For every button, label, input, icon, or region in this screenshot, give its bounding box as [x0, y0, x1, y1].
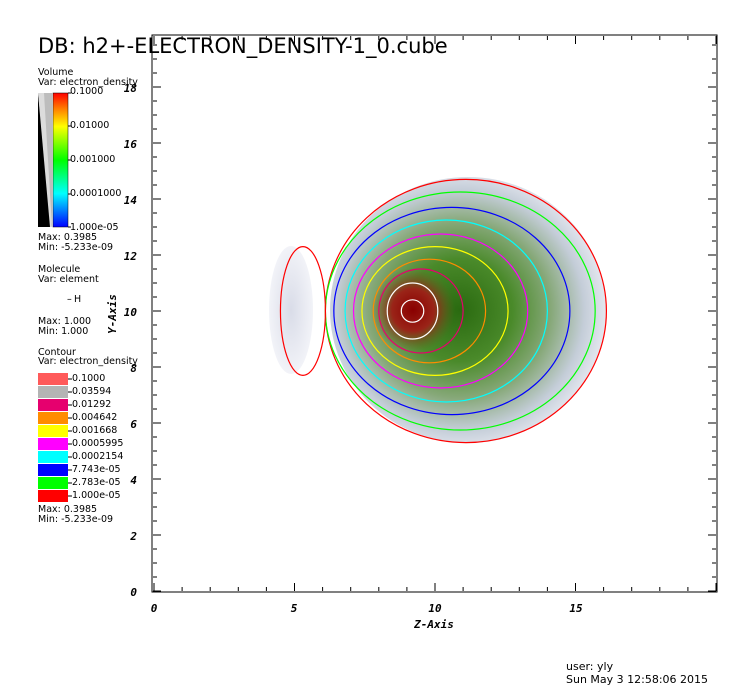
- volume-legend-min: Min: -5.233e-09: [38, 242, 114, 253]
- molecule-legend-heading: Molecule: [38, 264, 81, 275]
- contour-line: [400, 299, 425, 323]
- volume-tick-3: 0.0001000: [70, 188, 122, 199]
- contour-swatch: [38, 399, 68, 411]
- contour-line: [352, 233, 529, 389]
- molecule-legend-max: Max: 1.000: [38, 316, 92, 327]
- volume-legend-heading: Volume: [38, 67, 74, 78]
- contour-level-label: 1.000e-05: [72, 490, 121, 501]
- axis-ticks: [153, 36, 717, 592]
- contour-swatch: [38, 373, 68, 385]
- page-title: DB: h2+-ELECTRON_DENSITY-1_0.cube: [38, 34, 448, 58]
- y-tick-label: 4: [130, 474, 137, 487]
- contour-level-label: 0.0005995: [72, 438, 124, 449]
- molecule-entry-dash: –: [67, 294, 72, 305]
- molecule-legend-var: Var: element: [38, 274, 99, 285]
- contour-swatch: [38, 490, 68, 502]
- volume-colorbar: [38, 92, 69, 228]
- x-tick-label: 5: [291, 602, 298, 615]
- x-tick-labels: 0 5 10 15: [151, 602, 583, 615]
- contour-swatch: [38, 477, 68, 489]
- volume-tick-1: 0.01000: [70, 120, 110, 131]
- molecule-entry-label: H: [74, 294, 82, 305]
- contour-level-label: 0.004642: [72, 412, 118, 423]
- contour-line: [372, 258, 487, 364]
- user-name: user: yly: [566, 660, 614, 673]
- volume-legend-max: Max: 0.3985: [38, 232, 98, 243]
- contour-line: [386, 282, 439, 340]
- contour-lines: [279, 178, 608, 444]
- contour-level-label: 7.743e-05: [72, 464, 121, 475]
- y-tick-label: 8: [130, 362, 137, 375]
- contour-swatch: [38, 451, 68, 463]
- contour-legend-max: Max: 0.3985: [38, 504, 98, 515]
- contour-swatch: [38, 386, 68, 398]
- contour-legend-swatches: [38, 373, 72, 502]
- y-tick-labels: 0 2 4 6 8 10 12 14 16 18: [124, 82, 138, 599]
- contour-line: [333, 206, 571, 416]
- volume-legend-var: Var: electron_density: [38, 77, 138, 88]
- contour-level-label: 0.0002154: [72, 451, 124, 462]
- contour-line: [344, 219, 548, 403]
- x-tick-label: 0: [151, 602, 158, 615]
- volume-colorbar-ticks: [68, 92, 71, 228]
- x-tick-label: 10: [428, 602, 442, 615]
- contour-level-label: 2.783e-05: [72, 477, 121, 488]
- contour-level-label: 0.01292: [72, 399, 112, 410]
- y-tick-label: 12: [124, 250, 138, 263]
- y-tick-label: 10: [124, 306, 138, 319]
- contour-swatch: [38, 425, 68, 437]
- contour-line-side-lobe: [279, 246, 327, 377]
- contour-line: [361, 246, 509, 377]
- contour-swatch: [38, 438, 68, 450]
- contour-swatch: [38, 412, 68, 424]
- y-axis-label: Y-Axis: [106, 294, 119, 334]
- y-tick-label: 14: [124, 194, 138, 207]
- molecule-legend-min: Min: 1.000: [38, 326, 89, 337]
- volume-tick-0: 0.1000: [70, 86, 104, 97]
- y-tick-label: 18: [124, 82, 138, 95]
- contour-swatch: [38, 464, 68, 476]
- contour-level-label: 0.1000: [72, 373, 106, 384]
- contour-legend-var: Var: electron_density: [38, 356, 138, 367]
- x-axis-label: Z-Axis: [413, 618, 454, 631]
- volume-tick-2: 0.001000: [70, 154, 116, 165]
- contour-line: [378, 268, 464, 354]
- volume-tick-4: 1.000e-05: [70, 222, 119, 233]
- y-tick-label: 16: [124, 138, 138, 151]
- y-tick-label: 2: [129, 530, 137, 543]
- y-tick-label: 6: [130, 418, 137, 431]
- plot-frame: [151, 34, 718, 593]
- user-info: user: yly Sun May 3 12:58:06 2015: [566, 660, 708, 686]
- contour-level-label: 0.001668: [72, 425, 118, 436]
- contour-legend-min: Min: -5.233e-09: [38, 514, 114, 525]
- x-tick-label: 15: [569, 602, 583, 615]
- y-tick-label: 0: [130, 586, 137, 599]
- contour-level-label: 0.03594: [72, 386, 112, 397]
- timestamp: Sun May 3 12:58:06 2015: [566, 673, 709, 686]
- contour-legend-heading: Contour: [38, 347, 76, 358]
